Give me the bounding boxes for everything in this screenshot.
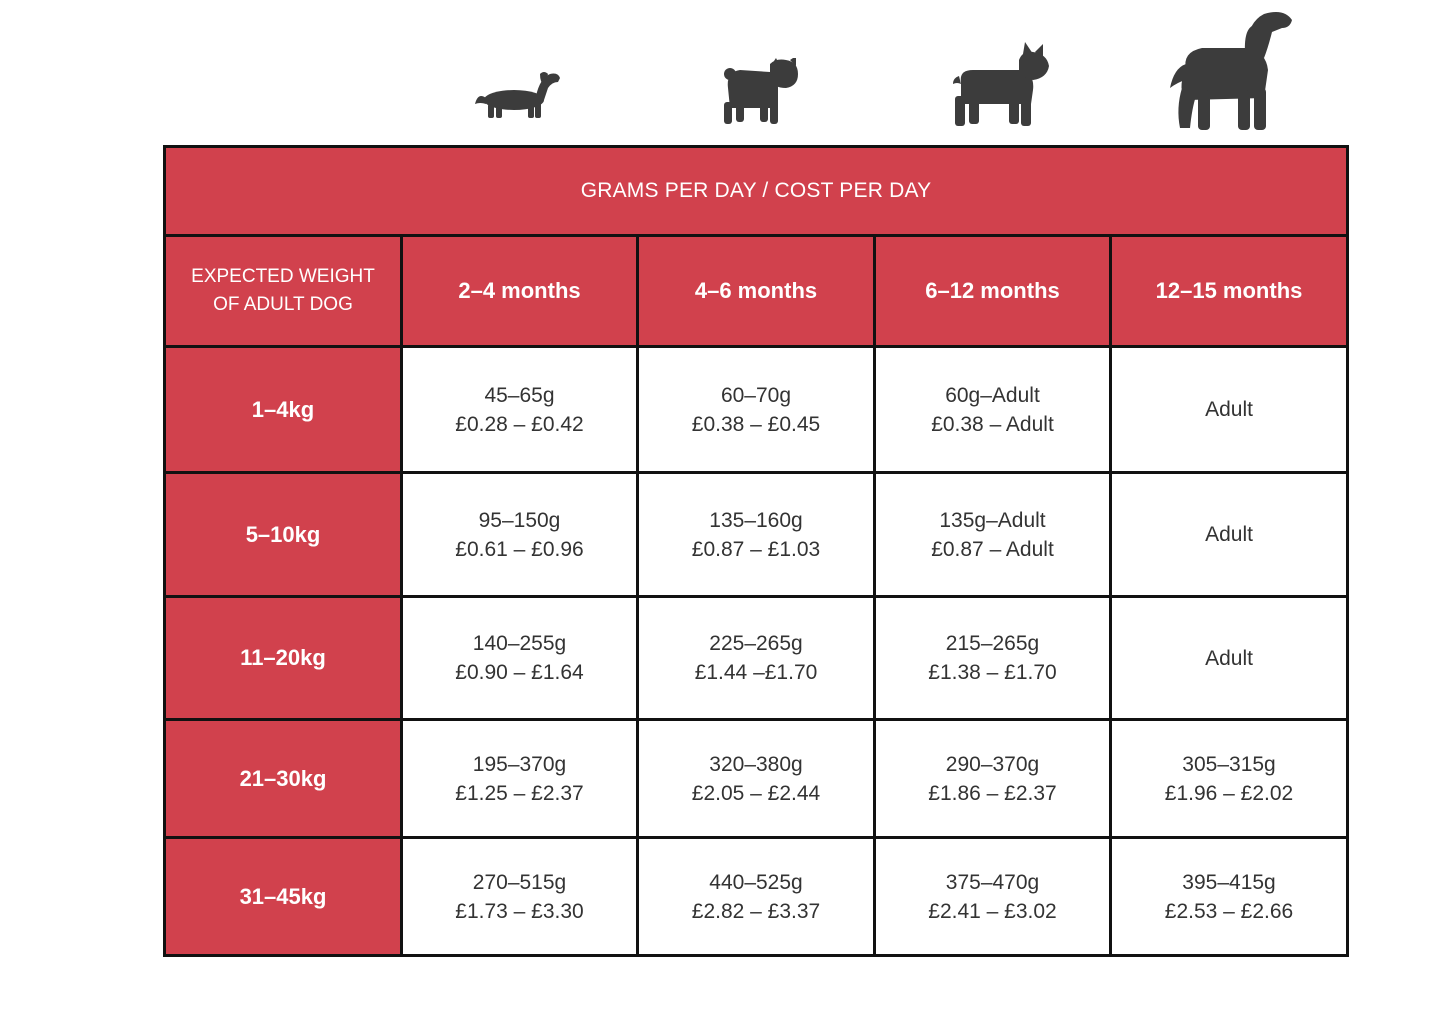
cost-value: £2.41 – £3.02 <box>928 899 1057 923</box>
cost-value: £0.87 – £1.03 <box>691 537 821 561</box>
weight-row-label: 11–20kg <box>163 595 403 721</box>
grams-value: Adult <box>1205 523 1253 546</box>
feeding-cell: 195–370g £1.25 – £2.37 <box>400 718 639 839</box>
table-row: 5–10kg 95–150g £0.61 – £0.96 135–160g £0.87 … <box>163 471 1350 598</box>
dog-size-icons <box>0 0 1445 140</box>
feeding-cell: 95–150g £0.61 – £0.96 <box>400 471 639 598</box>
table-row: 11–20kg 140–255g £0.90 – £1.64 225–265g £1.4… <box>163 595 1350 721</box>
french-bulldog-icon <box>951 42 1053 128</box>
feeding-cell: 215–265g £1.38 – £1.70 <box>873 595 1112 721</box>
weight-column-header: EXPECTED WEIGHT OF ADULT DOG <box>163 234 403 348</box>
grams-value: 225–265g <box>709 632 803 655</box>
spaniel-icon <box>1168 8 1296 132</box>
cost-value: £1.86 – £2.37 <box>928 781 1057 805</box>
feeding-cell: 140–255g £0.90 – £1.64 <box>400 595 639 721</box>
weight-header-line: OF ADULT DOG <box>213 294 353 315</box>
cost-value: £0.38 – Adult <box>931 412 1054 436</box>
grams-value: 45–65g <box>484 383 555 407</box>
cost-value: £1.96 – £2.02 <box>1164 781 1294 805</box>
grams-value: 195–370g <box>472 752 567 776</box>
grams-value: 60g–Adult <box>945 383 1040 407</box>
weight-row-label: 31–45kg <box>163 836 403 957</box>
feeding-cell: 440–525g £2.82 – £3.37 <box>636 836 876 957</box>
feeding-cell: 225–265g £1.44 –£1.70 <box>636 595 876 721</box>
feeding-cell: 290–370g £1.86 – £2.37 <box>873 718 1112 839</box>
weight-row-label: 1–4kg <box>163 345 403 474</box>
cost-value: £0.38 – £0.45 <box>691 412 821 436</box>
grams-value: 215–265g <box>945 632 1040 655</box>
age-column-header: 6–12 months <box>873 234 1112 348</box>
grams-value: 140–255g <box>472 632 567 655</box>
age-column-header: 12–15 months <box>1108 234 1350 348</box>
grams-value: 440–525g <box>709 870 803 894</box>
grams-value: 395–415g <box>1182 870 1276 894</box>
cost-value: £0.61 – £0.96 <box>455 537 584 561</box>
feeding-cell: 135–160g £0.87 – £1.03 <box>636 471 876 598</box>
cost-value: £0.90 – £1.64 <box>455 661 584 684</box>
cost-value: £1.38 – £1.70 <box>928 661 1057 684</box>
feeding-cell: 305–315g £1.96 – £2.02 <box>1108 718 1350 839</box>
feeding-cell: 395–415g £2.53 – £2.66 <box>1108 836 1350 957</box>
feeding-cell: 320–380g £2.05 – £2.44 <box>636 718 876 839</box>
grams-value: 135g–Adult <box>939 508 1046 532</box>
feeding-cell: Adult <box>1108 595 1350 721</box>
weight-header-line: EXPECTED WEIGHT <box>191 266 375 287</box>
feeding-cell: Adult <box>1108 345 1350 474</box>
cost-value: £0.87 – Adult <box>931 537 1054 561</box>
cost-value: £2.05 – £2.44 <box>691 781 821 805</box>
feeding-guide-table: GRAMS PER DAY / COST PER DAY EXPECTED WE… <box>162 145 1350 957</box>
cost-value: £1.25 – £2.37 <box>455 781 584 805</box>
feeding-cell: Adult <box>1108 471 1350 598</box>
feeding-cell: 135g–Adult £0.87 – Adult <box>873 471 1112 598</box>
cost-value: £1.73 – £3.30 <box>455 899 584 923</box>
dachshund-icon <box>474 68 562 122</box>
feeding-cell: 60g–Adult £0.38 – Adult <box>873 345 1112 474</box>
feeding-cell: 375–470g £2.41 – £3.02 <box>873 836 1112 957</box>
table-title: GRAMS PER DAY / COST PER DAY <box>162 145 1350 237</box>
cost-value: £0.28 – £0.42 <box>455 412 584 436</box>
pug-icon <box>720 58 802 126</box>
grams-value: 135–160g <box>709 508 803 532</box>
age-column-header: 4–6 months <box>636 234 876 348</box>
grams-value: 305–315g <box>1182 752 1276 776</box>
grams-value: 60–70g <box>720 383 792 407</box>
age-column-header: 2–4 months <box>400 234 639 348</box>
weight-row-label: 5–10kg <box>163 471 403 598</box>
cost-value: £2.82 – £3.37 <box>691 899 821 923</box>
feeding-cell: 270–515g £1.73 – £3.30 <box>400 836 639 957</box>
grams-value: 270–515g <box>472 870 567 894</box>
feeding-cell: 60–70g £0.38 – £0.45 <box>636 345 876 474</box>
weight-row-label: 21–30kg <box>163 718 403 839</box>
cost-value: £1.44 –£1.70 <box>694 661 818 684</box>
grams-value: Adult <box>1205 398 1253 421</box>
grams-value: Adult <box>1205 646 1253 670</box>
cost-value: £2.53 – £2.66 <box>1164 899 1294 923</box>
feeding-cell: 45–65g £0.28 – £0.42 <box>400 345 639 474</box>
grams-value: 95–150g <box>478 508 561 532</box>
table-row: 31–45kg 270–515g £1.73 – £3.30 440–525g £2.8… <box>163 836 1350 957</box>
grams-value: 290–370g <box>945 752 1040 776</box>
grams-value: 375–470g <box>945 870 1040 894</box>
table-row: 21–30kg 195–370g £1.25 – £2.37 320–380g £2.0… <box>163 718 1350 839</box>
grams-value: 320–380g <box>709 752 803 776</box>
table-row: 1–4kg 45–65g £0.28 – £0.42 60–70g £0.38 – £0… <box>163 345 1350 474</box>
